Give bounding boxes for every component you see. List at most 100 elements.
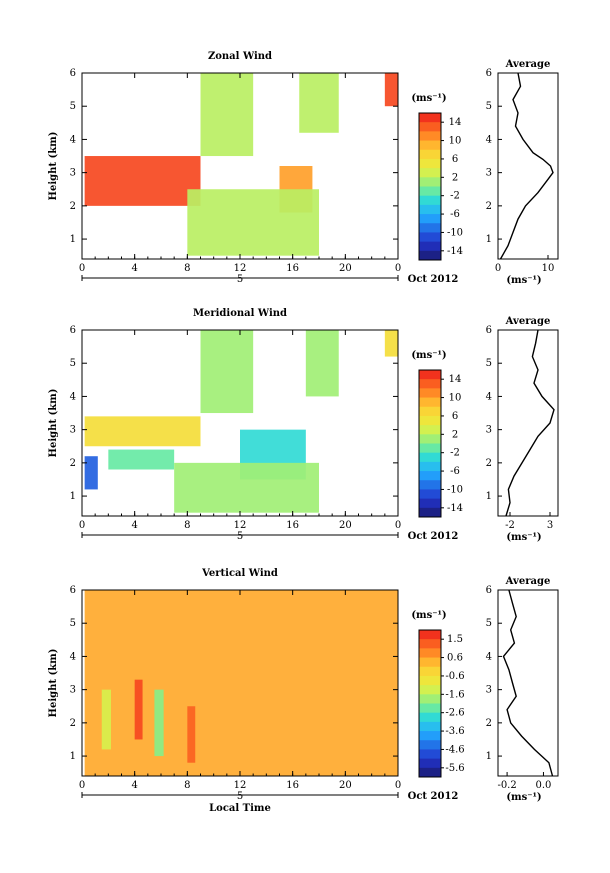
- wind-region: [154, 689, 164, 757]
- average-x-tick-label: -0.2: [497, 780, 516, 791]
- wind-region: [84, 590, 398, 776]
- x-tick-label: 20: [339, 263, 352, 274]
- colorbar-unit: (ms⁻¹): [411, 610, 446, 621]
- average-y-tick-label: 2: [486, 201, 492, 212]
- y-tick-label: 5: [70, 101, 76, 112]
- colorbar-tick-label: -10: [447, 484, 463, 495]
- y-tick-label: 4: [70, 651, 76, 662]
- wind-region: [200, 73, 254, 157]
- month-label: Oct 2012: [408, 531, 459, 542]
- colorbar-frame: [418, 629, 442, 778]
- y-tick-label: 5: [70, 358, 76, 369]
- colorbar-tick-label: -14: [447, 246, 463, 257]
- colorbar-tick-label: 0.6: [447, 653, 463, 664]
- average-profile-line: [505, 329, 555, 517]
- wind-region: [200, 330, 254, 414]
- average-title: Average: [505, 316, 551, 327]
- date-marker: 5: [237, 791, 243, 802]
- colorbar-swatch: [419, 168, 441, 178]
- colorbar-swatch: [419, 443, 441, 454]
- colorbar-swatch: [419, 122, 441, 132]
- average-y-tick-label: 4: [486, 391, 492, 402]
- y-tick-label: 3: [70, 685, 76, 696]
- colorbar-tick-label: -2.6: [445, 708, 464, 719]
- colorbar-tick-label: -2: [450, 448, 460, 459]
- colorbar-swatch: [419, 250, 441, 261]
- y-tick-label: 1: [70, 491, 76, 502]
- x-tick-label: 0: [395, 520, 401, 531]
- average-y-tick-label: 1: [486, 491, 492, 502]
- colorbar-tick-label: -5.6: [445, 763, 464, 774]
- wind-region: [187, 706, 196, 763]
- y-tick-label: 6: [70, 68, 76, 79]
- y-axis-label: Height (km): [48, 132, 59, 201]
- y-tick-label: 4: [70, 391, 76, 402]
- colorbar-tick-label: -3.6: [445, 726, 464, 737]
- x-tick-label: 12: [234, 780, 247, 791]
- colorbar-swatch: [419, 498, 441, 509]
- average-y-tick-label: 2: [486, 718, 492, 729]
- average-title: Average: [505, 59, 551, 70]
- y-tick-label: 4: [70, 134, 76, 145]
- average-y-tick-label: 3: [486, 168, 492, 179]
- y-tick-label: 2: [70, 201, 76, 212]
- x-tick-label: 12: [234, 263, 247, 274]
- colorbar-frame: [418, 369, 442, 518]
- wind-region: [84, 156, 201, 206]
- average-frame: [497, 329, 559, 517]
- colorbar-tick-label: -0.6: [445, 671, 464, 682]
- wind-region: [384, 330, 398, 357]
- colorbar-swatch: [419, 397, 441, 408]
- average-x-tick-label: -2: [505, 520, 515, 531]
- month-label: Oct 2012: [408, 274, 459, 285]
- y-axis-label: Height (km): [48, 389, 59, 458]
- average-title: Average: [505, 576, 551, 587]
- x-tick-label: 8: [184, 780, 190, 791]
- colorbar-tick-label: 2: [452, 172, 458, 183]
- y-tick-label: 3: [70, 168, 76, 179]
- colorbar-swatch: [419, 214, 441, 224]
- average-y-tick-label: 1: [486, 751, 492, 762]
- colorbar-swatch: [419, 639, 441, 649]
- colorbar-unit: (ms⁻¹): [411, 350, 446, 361]
- colorbar-swatch: [419, 675, 441, 686]
- x-tick-label: 0: [79, 520, 85, 531]
- colorbar-swatch: [419, 452, 441, 463]
- colorbar-swatch: [419, 186, 441, 197]
- colorbar-tick-label: -2: [450, 191, 460, 202]
- colorbar-swatch: [419, 425, 441, 435]
- colorbar-swatch: [419, 507, 441, 518]
- x-tick-label: 4: [131, 520, 137, 531]
- average-frame: [497, 72, 559, 260]
- average-y-tick-label: 3: [486, 425, 492, 436]
- wind-region: [84, 456, 98, 490]
- colorbar-tick-label: 10: [449, 136, 462, 147]
- y-tick-label: 5: [70, 618, 76, 629]
- month-label: Oct 2012: [408, 791, 459, 802]
- colorbar-unit: (ms⁻¹): [411, 93, 446, 104]
- y-tick-label: 1: [70, 234, 76, 245]
- colorbar-tick-label: -4.6: [445, 744, 464, 755]
- colorbar-tick-label: -1.6: [445, 689, 464, 700]
- colorbar-swatch: [419, 195, 441, 206]
- wind-region: [84, 416, 201, 447]
- average-y-tick-label: 4: [486, 134, 492, 145]
- x-tick-label: 8: [184, 263, 190, 274]
- colorbar-swatch: [419, 694, 441, 704]
- colorbar-swatch: [419, 666, 441, 677]
- x-tick-label: 4: [131, 780, 137, 791]
- colorbar-swatch: [419, 388, 441, 398]
- colorbar-swatch: [419, 140, 441, 151]
- y-axis-label: Height (km): [48, 649, 59, 718]
- x-tick-label: 20: [339, 520, 352, 531]
- colorbar-swatch: [419, 648, 441, 658]
- x-tick-label: 0: [79, 780, 85, 791]
- average-x-label: (ms⁻¹): [506, 275, 541, 286]
- colorbar-tick-label: -10: [447, 227, 463, 238]
- colorbar-swatch: [419, 767, 441, 778]
- average-x-label: (ms⁻¹): [506, 532, 541, 543]
- colorbar-tick-label: -14: [447, 503, 463, 514]
- colorbar-tick-label: -6: [450, 466, 460, 477]
- colorbar-tick-label: 6: [452, 154, 458, 165]
